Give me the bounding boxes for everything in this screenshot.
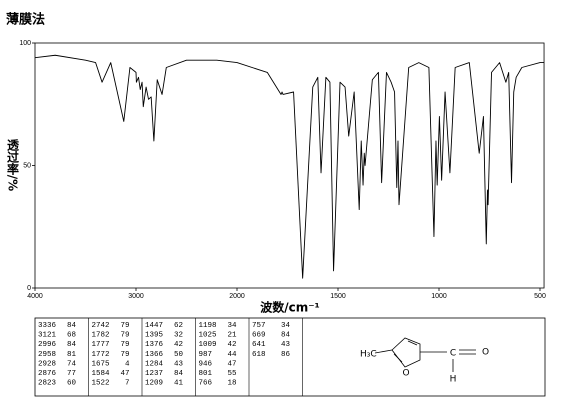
wavenumber: 1025 [199,332,218,340]
wavenumber: 757 [252,322,266,330]
structure-label: H₃C [360,350,377,360]
wavenumber: 2876 [38,370,57,378]
transmittance: 7 [125,380,130,388]
wavenumber: 766 [199,380,213,388]
transmittance: 21 [227,332,237,340]
x-tick-label: 2000 [229,293,245,300]
table-frame [34,317,546,397]
wavenumber: 1777 [92,341,110,349]
y-axis-label: 透过率/% [6,138,20,191]
wavenumber: 1675 [92,360,111,368]
structure-label: O [402,369,409,379]
transmittance: 79 [120,341,129,349]
transmittance: 79 [120,322,129,330]
wavenumber: 669 [252,332,266,340]
wavenumber: 1782 [92,332,110,340]
transmittance: 68 [67,332,76,340]
wavenumber: 2928 [38,360,56,368]
transmittance: 34 [227,322,237,330]
x-tick-label: 1500 [330,293,346,300]
transmittance: 60 [67,380,77,388]
transmittance: 42 [174,341,183,349]
x-tick-label: 500 [534,293,546,300]
transmittance: 84 [174,370,184,378]
structure-label: C [450,349,456,359]
wavenumber: 1447 [145,322,163,330]
transmittance: 47 [120,370,129,378]
x-tick-label: 3000 [128,293,144,300]
wavenumber: 1772 [92,351,110,359]
wavenumber: 641 [252,341,266,349]
transmittance: 50 [174,351,184,359]
wavenumber: 2996 [38,341,57,349]
structure-label: H [450,375,457,385]
transmittance: 79 [120,332,129,340]
bond [393,353,403,363]
x-tick-label: 1000 [431,293,447,300]
transmittance: 4 [125,360,130,368]
y-tick-label: 100 [19,40,31,47]
wavenumber: 1237 [145,370,163,378]
transmittance: 77 [67,370,76,378]
wavenumber: 1376 [145,341,164,349]
transmittance: 41 [174,380,184,388]
furan-ring [391,337,421,368]
wavenumber: 3121 [38,332,57,340]
wavenumber: 801 [199,370,213,378]
transmittance: 86 [281,351,291,359]
plot-frame [34,42,545,289]
wavenumber: 1284 [145,360,164,368]
x-tick-label: 4000 [27,293,43,300]
transmittance: 47 [227,360,236,368]
transmittance: 43 [281,341,291,349]
y-tick-label: 0 [27,285,31,292]
wavenumber: 1584 [92,370,111,378]
structure-label: O [482,348,489,358]
transmittance: 84 [67,341,77,349]
bond [374,349,393,354]
wavenumber: 1366 [145,351,164,359]
wavenumber: 1209 [145,380,163,388]
transmittance: 74 [67,360,77,368]
wavenumber: 987 [199,351,213,359]
spectrum-line [34,54,545,279]
transmittance: 32 [174,332,183,340]
bond [407,340,418,346]
transmittance: 43 [174,360,184,368]
wavenumber: 1395 [145,332,164,340]
wavenumber: 2742 [92,322,110,330]
wavenumber: 1522 [92,380,110,388]
transmittance: 79 [120,351,129,359]
wavenumber: 946 [199,360,213,368]
transmittance: 44 [227,351,237,359]
wavenumber: 2958 [38,351,56,359]
transmittance: 62 [174,322,183,330]
transmittance: 34 [281,322,291,330]
y-tick-label: 50 [23,162,31,169]
wavenumber: 1198 [199,322,217,330]
transmittance: 55 [227,370,237,378]
transmittance: 18 [227,380,236,388]
x-axis-label: 波数/cm⁻¹ [260,300,320,315]
transmittance: 81 [67,351,77,359]
page-title: 薄膜法 [6,12,45,28]
wavenumber: 618 [252,351,266,359]
transmittance: 84 [67,322,77,330]
transmittance: 42 [227,341,236,349]
wavenumber: 2823 [38,380,57,388]
wavenumber: 3336 [38,322,57,330]
structure [374,337,476,372]
wavenumber: 1009 [199,341,217,349]
transmittance: 84 [281,332,291,340]
